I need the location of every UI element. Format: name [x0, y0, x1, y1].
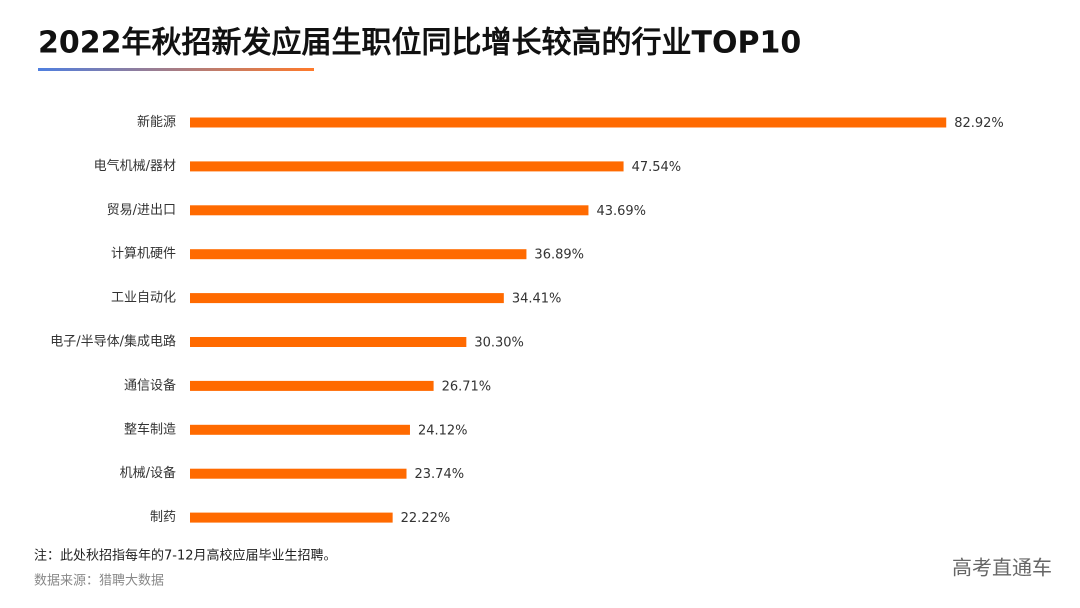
- value-label: 23.74%: [415, 467, 465, 482]
- y-tick-label: 机械/设备: [120, 465, 176, 481]
- value-label: 34.41%: [512, 292, 562, 307]
- title-underline: [38, 68, 314, 71]
- y-tick-label: 新能源: [137, 114, 176, 130]
- y-tick-label: 贸易/进出口: [107, 203, 176, 218]
- chart-title: 2022年秋招新发应届生职位同比增长较高的行业TOP10: [38, 26, 801, 61]
- note: 注：此处秋招指每年的7-12月高校应届毕业生招聘。: [34, 548, 337, 564]
- y-tick-label: 电气机械/器材: [94, 158, 176, 174]
- value-label: 30.30%: [474, 336, 524, 351]
- y-tick-label: 工业自动化: [111, 291, 176, 306]
- bar: [190, 468, 407, 479]
- bar: [190, 205, 589, 216]
- bar: [190, 512, 393, 523]
- y-tick-label: 电子/半导体/集成电路: [50, 334, 176, 350]
- value-label: 43.69%: [596, 204, 646, 219]
- bar: [190, 293, 504, 304]
- watermark: 高考直通车: [952, 556, 1052, 580]
- value-label: 22.22%: [401, 511, 451, 526]
- y-tick-label: 制药: [150, 510, 176, 525]
- source: 数据来源：猎聘大数据: [34, 574, 164, 589]
- y-tick-label: 通信设备: [124, 377, 176, 393]
- bar: [190, 161, 624, 172]
- bar: [190, 337, 467, 347]
- value-label: 36.89%: [534, 248, 584, 263]
- bar: [190, 117, 947, 128]
- value-label: 47.54%: [632, 160, 682, 175]
- value-label: 26.71%: [442, 379, 492, 394]
- bar: [190, 249, 527, 260]
- bar: [190, 380, 434, 391]
- bar: [190, 424, 410, 435]
- value-label: 82.92%: [954, 116, 1004, 131]
- y-tick-label: 计算机硬件: [111, 247, 176, 262]
- value-label: 24.12%: [418, 423, 468, 438]
- y-tick-label: 整车制造: [124, 421, 176, 437]
